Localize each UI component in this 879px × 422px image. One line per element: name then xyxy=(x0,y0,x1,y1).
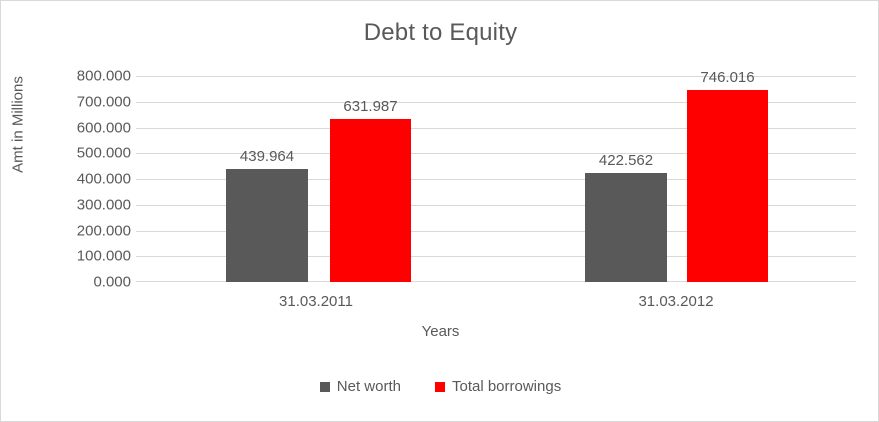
y-axis-tick: 500.000 xyxy=(76,144,131,162)
y-axis-tick: 100.000 xyxy=(76,247,131,265)
gridline xyxy=(136,76,856,77)
gridline xyxy=(136,101,856,103)
gridline xyxy=(136,153,856,155)
gridline xyxy=(136,230,856,232)
y-axis-tick: 700.000 xyxy=(76,93,131,111)
legend-label: Net worth xyxy=(336,378,401,395)
x-axis-line xyxy=(136,281,856,282)
legend-label: Total borrowings xyxy=(451,378,562,395)
chart-legend: Net worth Total borrowings xyxy=(1,378,878,395)
y-axis-tick-labels: 800.000 700.000 600.000 500.000 400.000 … xyxy=(6,68,131,291)
bar-net-worth-2012[interactable] xyxy=(585,173,667,282)
chart-title: Debt to Equity xyxy=(363,19,518,46)
gridline xyxy=(136,179,856,180)
bar-value-label: 746.016 xyxy=(700,68,755,86)
bar-total-borrowings-2012[interactable] xyxy=(687,89,768,282)
gridline xyxy=(136,204,856,206)
bar-value-label: 439.964 xyxy=(239,147,295,165)
legend-swatch-icon xyxy=(434,381,445,392)
legend-item-total-borrowings[interactable]: Total borrowings xyxy=(434,378,562,395)
bar-net-worth-2011[interactable] xyxy=(226,168,308,282)
legend-item-net-worth[interactable]: Net worth xyxy=(319,378,401,395)
y-axis-tick: 0.000 xyxy=(93,273,131,291)
y-axis-tick: 400.000 xyxy=(76,170,131,188)
x-axis-tick-2011: 31.03.2011 xyxy=(279,293,353,310)
y-axis-tick: 600.000 xyxy=(76,119,131,136)
plot-area: 439.964 631.987 422.562 746.016 xyxy=(136,69,856,282)
y-axis-tick: 800.000 xyxy=(76,67,131,85)
x-axis-tick-2012: 31.03.2012 xyxy=(638,293,714,310)
bar-total-borrowings-2011[interactable] xyxy=(330,119,411,282)
bar-value-label: 631.987 xyxy=(343,98,398,116)
gridline xyxy=(136,256,856,258)
x-axis-label: Years xyxy=(421,323,460,340)
y-axis-tick: 300.000 xyxy=(76,196,131,214)
gridline xyxy=(136,127,856,129)
bar-value-label: 422.562 xyxy=(598,152,654,170)
y-axis-tick: 200.000 xyxy=(76,222,131,239)
legend-swatch-icon xyxy=(319,381,330,392)
